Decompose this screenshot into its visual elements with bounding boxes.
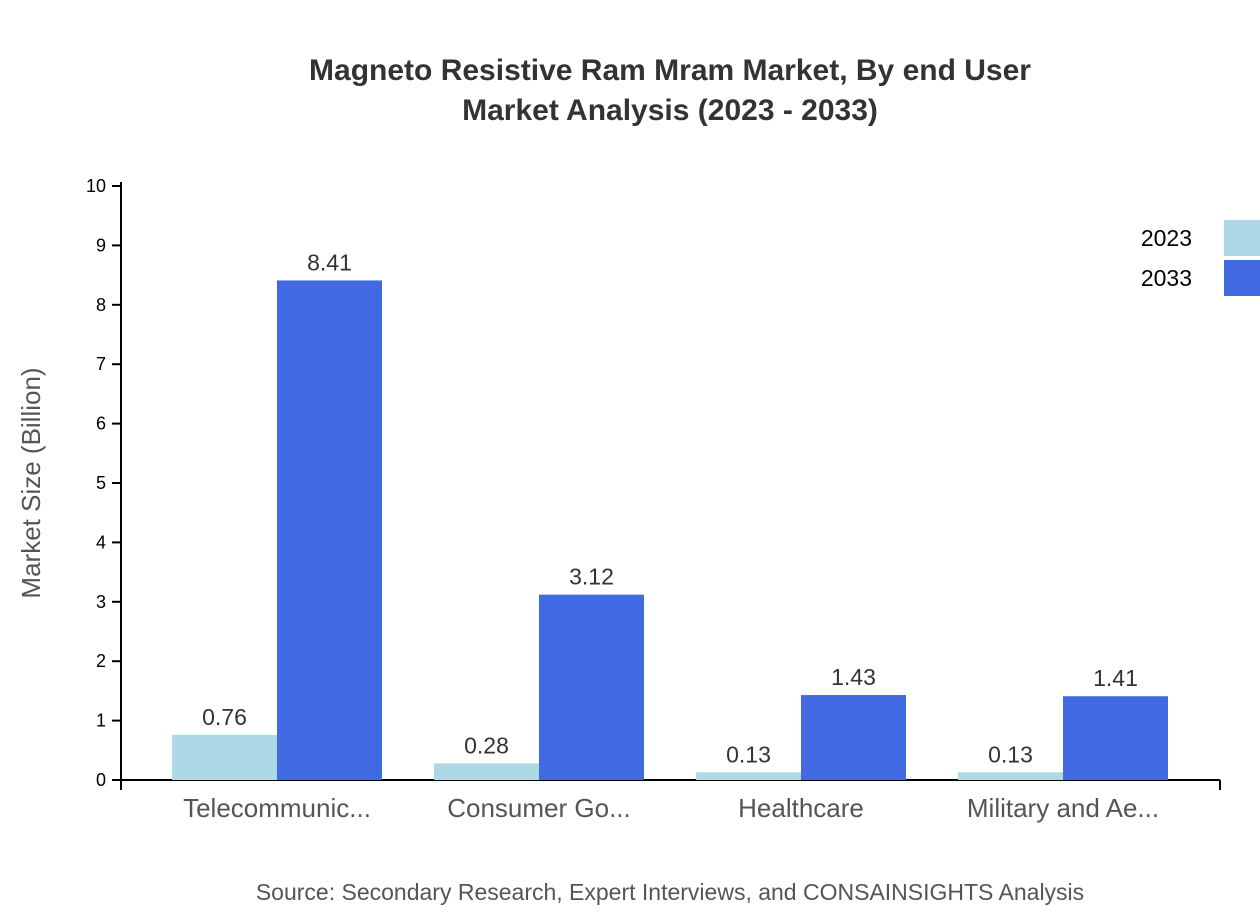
bar-2033 [539,594,644,780]
data-label: 8.41 [307,249,352,275]
data-label: 0.76 [202,704,247,730]
y-tick-label: 5 [96,473,106,493]
bar-2023 [696,772,801,780]
data-label: 1.41 [1093,665,1138,691]
legend-label: 2033 [1141,265,1192,291]
legend-swatch [1224,220,1260,256]
data-label: 0.13 [988,741,1033,767]
y-tick-label: 2 [96,651,106,671]
y-tick-label: 1 [96,711,106,731]
y-tick-label: 8 [96,295,106,315]
x-tick-label: Healthcare [738,793,864,823]
chart-title-line2: Market Analysis (2023 - 2033) [462,94,878,127]
data-label: 1.43 [831,664,876,690]
y-tick-label: 0 [96,770,106,790]
y-tick-label: 9 [96,235,106,255]
bar-2023 [958,772,1063,780]
bar-2033 [277,280,382,780]
y-tick-label: 7 [96,354,106,374]
bar-2033 [1063,696,1168,780]
legend-label: 2023 [1141,225,1192,251]
y-tick-label: 6 [96,414,106,434]
bar-2033 [801,695,906,780]
y-tick-label: 10 [86,176,106,196]
y-tick-label: 4 [96,532,106,552]
y-tick-label: 3 [96,592,106,612]
x-tick-label: Telecommunic... [183,793,371,823]
source-note: Source: Secondary Research, Expert Inter… [256,879,1084,905]
legend-swatch [1224,260,1260,296]
bar-2023 [172,734,277,780]
x-tick-label: Military and Ae... [967,793,1159,823]
chart-title-line1: Magneto Resistive Ram Mram Market, By en… [309,54,1031,87]
data-label: 0.28 [464,732,509,758]
x-tick-label: Consumer Go... [447,793,631,823]
data-label: 0.13 [726,741,771,767]
y-axis-label: Market Size (Billion) [16,367,46,598]
data-label: 3.12 [569,564,614,590]
bar-2023 [434,763,539,780]
